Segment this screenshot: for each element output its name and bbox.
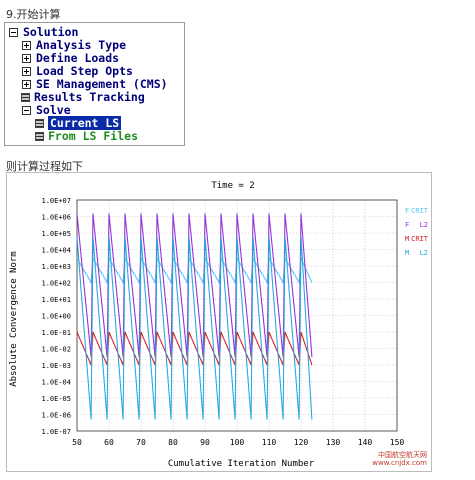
watermark-line1: 中国航空航天网 (378, 451, 427, 459)
x-tick-label: 50 (72, 438, 82, 447)
tree-node-label: Solve (36, 103, 71, 117)
tree-node-current-ls[interactable]: Current LS (35, 116, 122, 130)
document-icon (35, 119, 44, 128)
convergence-chart-panel: Time = 2 1.0E+07 1.0E+06 1.0E+05 1.0E+04 1.0… (6, 172, 432, 472)
x-tick-label: 80 (168, 438, 178, 447)
y-tick-label: 1.0E+01 (41, 296, 71, 304)
y-tick-label: 1.0E-07 (41, 428, 71, 436)
tree-node-se-management[interactable]: SE Management (CMS) (22, 78, 168, 91)
tree-node-label: Define Loads (36, 51, 120, 65)
legend-tag: CRIT (411, 235, 429, 243)
tree-node-from-ls-files[interactable]: From LS Files (35, 130, 138, 143)
y-axis-label: Absolute Convergence Norm (9, 251, 19, 386)
legend-tag: L2 (420, 221, 428, 229)
y-tick-label: 1.0E+04 (41, 247, 71, 255)
legend-letter: M (405, 235, 409, 243)
tree-node-solution[interactable]: Solution (9, 26, 78, 39)
tree-node-label: Current LS (48, 116, 122, 130)
watermark-line2: www.cnjdx.com (372, 459, 427, 467)
y-tick-label: 1.0E+03 (41, 263, 71, 271)
y-tick-label: 1.0E-06 (41, 412, 71, 420)
legend-letter: M (405, 249, 409, 257)
process-heading: 则计算过程如下 (6, 160, 83, 173)
expand-icon[interactable] (22, 67, 31, 76)
tree-node-define-loads[interactable]: Define Loads (22, 52, 119, 65)
tree-node-label: Results Tracking (34, 90, 145, 104)
y-tick-label: 1.0E-01 (41, 329, 71, 337)
tree-node-analysis-type[interactable]: Analysis Type (22, 39, 126, 52)
expand-icon[interactable] (22, 80, 31, 89)
convergence-chart: Time = 2 1.0E+07 1.0E+06 1.0E+05 1.0E+04 1.0… (9, 181, 429, 469)
x-tick-label: 120 (294, 438, 309, 447)
y-tick-label: 1.0E-03 (41, 362, 71, 370)
collapse-icon[interactable] (9, 28, 18, 37)
y-tick-label: 1.0E+07 (41, 197, 71, 205)
solution-tree-panel: Solution Analysis Type Define Loads Load… (4, 22, 185, 146)
x-tick-label: 110 (262, 438, 277, 447)
tree-node-load-step-opts[interactable]: Load Step Opts (22, 65, 133, 78)
document-icon (21, 93, 30, 102)
x-tick-label: 90 (200, 438, 210, 447)
site-watermark: 中国航空航天网 www.cnjdx.com (372, 451, 427, 467)
y-tick-label: 1.0E-05 (41, 395, 71, 403)
tree-node-label: From LS Files (48, 129, 139, 143)
tree-node-label: SE Management (CMS) (36, 77, 168, 91)
series-line-1 (76, 213, 313, 358)
legend-letter: F (405, 221, 409, 229)
tree-node-label: Load Step Opts (36, 64, 133, 78)
series-line-2 (76, 331, 313, 366)
series-line-3 (76, 236, 313, 420)
tree-node-label: Analysis Type (36, 38, 127, 52)
x-axis-label: Cumulative Iteration Number (168, 459, 315, 469)
expand-icon[interactable] (22, 54, 31, 63)
x-tick-label: 70 (136, 438, 146, 447)
tree-node-results-tracking[interactable]: Results Tracking (21, 91, 145, 104)
y-tick-label: 1.0E+06 (41, 214, 71, 222)
tree-node-solution-label: Solution (23, 25, 79, 39)
collapse-icon[interactable] (22, 106, 31, 115)
tree-node-solve[interactable]: Solve (22, 104, 71, 117)
x-tick-label: 100 (230, 438, 245, 447)
y-tick-label: 1.0E-02 (41, 346, 71, 354)
y-tick-label: 1.0E+02 (41, 280, 71, 288)
y-tick-label: 1.0E-04 (41, 379, 71, 387)
x-tick-label: 130 (326, 438, 341, 447)
x-tick-label: 150 (390, 438, 405, 447)
y-tick-label: 1.0E+05 (41, 230, 71, 238)
y-tick-label: 1.0E+00 (41, 313, 71, 321)
expand-icon[interactable] (22, 41, 31, 50)
chart-title: Time = 2 (211, 181, 254, 191)
plot-frame (76, 199, 398, 432)
x-tick-label: 60 (104, 438, 114, 447)
x-tick-label: 140 (358, 438, 373, 447)
legend-tag: CRIT (411, 207, 429, 215)
document-icon (35, 132, 44, 141)
legend-letter: F (405, 207, 409, 215)
step-heading: 9.开始计算 (6, 8, 61, 21)
legend-tag: L2 (420, 249, 428, 257)
